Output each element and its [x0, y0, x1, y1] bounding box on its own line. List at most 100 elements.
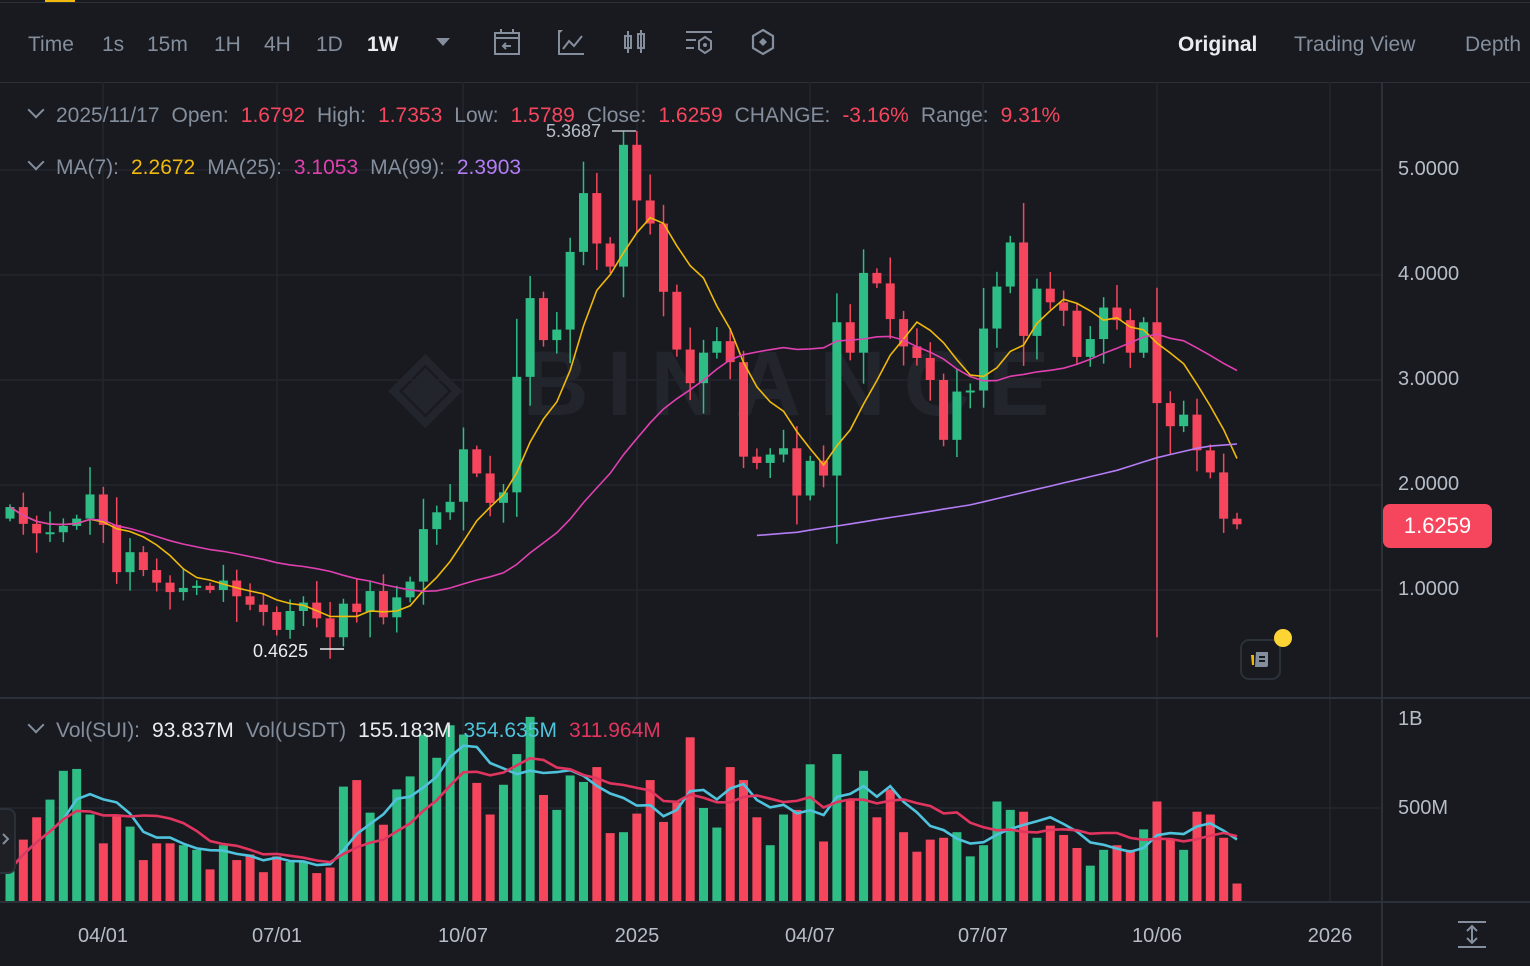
timeframe-dropdown-icon[interactable]: [428, 27, 458, 57]
candle-body: [538, 298, 548, 341]
collapse-chevron-icon[interactable]: [27, 153, 45, 171]
candle: [538, 291, 548, 347]
timeframe-1h[interactable]: 1H: [214, 33, 241, 56]
candle: [1165, 391, 1175, 455]
volume-bar: [1125, 849, 1135, 901]
candle-body: [1232, 518, 1242, 525]
candle: [565, 237, 575, 364]
candle-body: [165, 582, 175, 593]
candle: [5, 504, 15, 522]
candle-body: [672, 291, 682, 350]
candle-body: [258, 604, 268, 613]
volume-bar: [1005, 809, 1015, 901]
candle-body: [325, 618, 335, 638]
price-tick: 1.0000: [1398, 578, 1460, 600]
candle: [1112, 285, 1122, 330]
candles: [5, 131, 1242, 659]
volume-bar: [1032, 837, 1042, 901]
volume-bar: [632, 813, 642, 901]
candle: [872, 268, 882, 288]
candle-body: [1005, 242, 1015, 287]
volume-bar: [232, 860, 242, 901]
close-label: Close:: [586, 104, 647, 127]
ma7-line: [9, 216, 1238, 618]
tab-depth[interactable]: Depth: [1465, 33, 1522, 56]
volume-bar: [1072, 847, 1082, 901]
candle-body: [298, 602, 308, 611]
candle: [765, 448, 775, 478]
volume-bar: [525, 716, 535, 901]
volume-bar: [605, 833, 615, 901]
candle-body: [1179, 414, 1189, 427]
timeframe-time[interactable]: Time: [28, 33, 74, 56]
candle-body: [632, 144, 642, 201]
expand-panel-handle[interactable]: [0, 808, 16, 874]
timeframe-4h[interactable]: 4H: [264, 33, 291, 56]
candle: [752, 448, 762, 470]
ma25-line: [9, 333, 1238, 593]
candle: [165, 575, 175, 610]
timeframe-1s[interactable]: 1s: [102, 33, 125, 56]
candle: [952, 368, 962, 458]
candle: [672, 284, 682, 357]
axis-adjust-icon[interactable]: [1458, 921, 1486, 948]
timeframe-1d[interactable]: 1D: [316, 33, 343, 56]
candle: [805, 455, 815, 501]
calendar-back-icon[interactable]: [492, 27, 522, 57]
volume-bar: [1045, 825, 1055, 901]
ma99-line: [756, 443, 1238, 537]
collapse-chevron-icon[interactable]: [27, 101, 45, 119]
candle-body: [619, 144, 628, 267]
hexagon-settings-icon[interactable]: [748, 27, 778, 57]
low-annotation: 0.4625: [253, 641, 309, 661]
volume-bar: [645, 780, 655, 901]
time-tick: 04/01: [77, 925, 129, 947]
notification-dot: [1274, 629, 1292, 647]
tab-trading-view[interactable]: Trading View: [1294, 33, 1416, 56]
candle-body: [965, 390, 975, 393]
volume-bar: [845, 799, 855, 901]
collapse-chevron-icon[interactable]: [27, 716, 45, 734]
news-button[interactable]: [1240, 639, 1281, 680]
indicator-chart-icon[interactable]: [556, 27, 586, 57]
open-value: 1.6792: [240, 104, 305, 127]
volume-bar: [725, 767, 735, 901]
candle: [645, 174, 655, 235]
candle: [498, 483, 508, 523]
volume-bar: [672, 802, 682, 901]
vol-ma2-value: 311.964M: [568, 719, 661, 742]
candle-body: [498, 492, 508, 503]
candle-body: [779, 448, 789, 455]
settings-layers-icon[interactable]: [684, 27, 714, 57]
candle: [552, 311, 562, 354]
price-tick: 2.0000: [1398, 473, 1460, 495]
candle: [512, 318, 522, 517]
volume-bar: [18, 839, 28, 901]
volume-bar: [45, 799, 55, 901]
candle-body: [712, 341, 722, 353]
candle-body: [552, 329, 562, 341]
candle: [418, 498, 428, 605]
volume-bar: [925, 839, 935, 901]
vol-ma1-value: 354.635M: [463, 719, 557, 742]
candle-body: [1192, 414, 1202, 451]
timeframe-1w[interactable]: 1W: [367, 33, 399, 56]
timeframe-15m[interactable]: 15m: [147, 33, 188, 56]
candle-body: [752, 456, 762, 463]
vol-sui-label: Vol(SUI):: [56, 719, 141, 742]
low-value: 1.5789: [510, 104, 575, 127]
ma99-value: 2.3903: [456, 156, 522, 179]
candle-body: [272, 612, 282, 630]
candle-body: [525, 298, 535, 377]
time-tick: 07/07: [957, 925, 1009, 947]
volume-bar: [485, 814, 495, 901]
candle-type-icon[interactable]: [620, 27, 650, 57]
tab-original[interactable]: Original: [1178, 33, 1258, 56]
chart-toolbar: Time 1s 15m 1H 4H 1D 1W Original Trading…: [0, 3, 1530, 83]
candle: [178, 568, 188, 601]
candle: [1072, 302, 1082, 366]
candle-body: [685, 349, 695, 384]
candle-body: [45, 532, 55, 535]
candle-body: [659, 223, 669, 292]
